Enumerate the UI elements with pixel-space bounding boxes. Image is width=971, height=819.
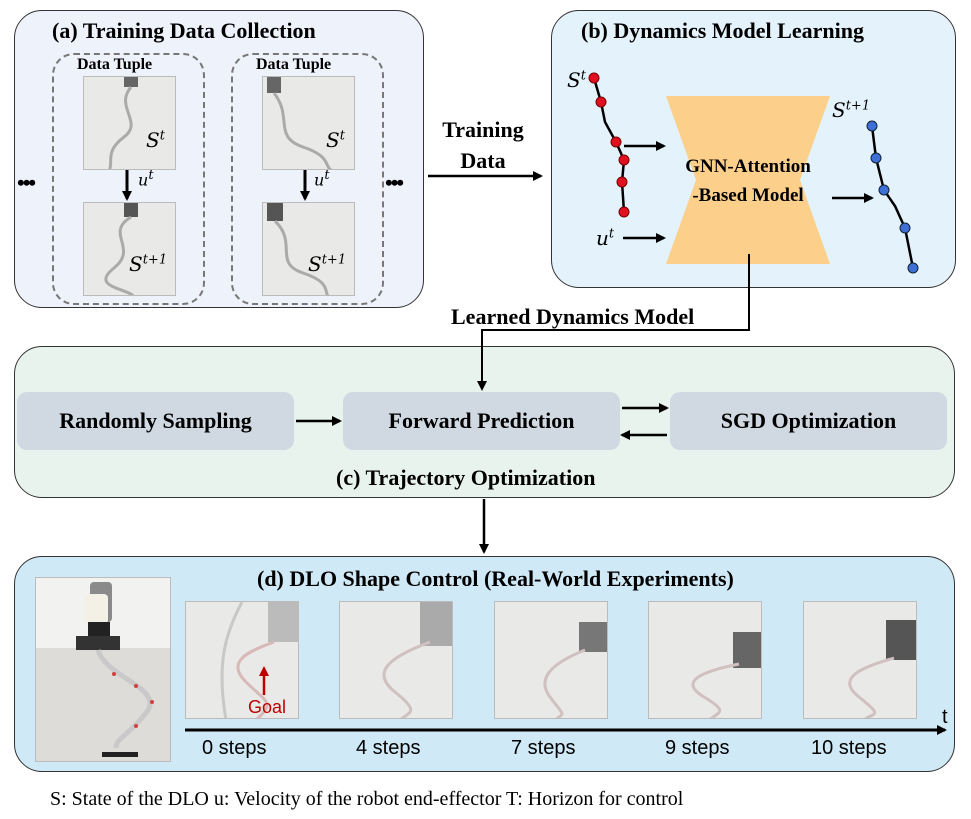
input-node <box>595 96 607 108</box>
legend-caption: S: State of the DLO u: Velocity of the r… <box>50 788 684 810</box>
output-node <box>866 120 878 132</box>
training-data-label: Training Data <box>442 117 524 173</box>
dlo-image <box>267 203 330 295</box>
state-next-label-2: St+1 <box>308 252 347 276</box>
panel-a-title: (a) Training Data Collection <box>52 18 316 43</box>
dlo-image <box>108 77 138 169</box>
learned-model-connector-arrow <box>477 254 750 391</box>
input-node <box>618 206 630 218</box>
step-photo-10 <box>803 601 917 719</box>
robot-arm-image <box>36 578 170 757</box>
input-node <box>588 72 600 84</box>
state-next-photo-2 <box>262 202 355 296</box>
state-t-photo-2 <box>262 76 355 170</box>
training-data-collection-panel <box>14 10 424 308</box>
step-label-10: 10 steps <box>811 737 887 759</box>
panel-b-title: (b) Dynamics Model Learning <box>581 18 864 43</box>
data-tuple-1 <box>52 53 205 305</box>
ellipsis-right: ••• <box>385 170 404 195</box>
output-node <box>878 184 890 196</box>
step-label-4: 4 steps <box>356 737 421 759</box>
output-node <box>870 152 882 164</box>
input-node <box>618 154 630 166</box>
action-label-1: ut <box>138 168 154 190</box>
dlo-image <box>267 77 333 169</box>
panel-c-title: (c) Trajectory Optimization <box>336 465 596 490</box>
input-node <box>616 176 628 188</box>
output-node <box>899 222 911 234</box>
gnn-attention-model-shape <box>666 96 830 264</box>
step-label-7: 7 steps <box>511 737 576 759</box>
state-t-photo-1 <box>83 76 176 170</box>
dlo-image <box>848 620 916 718</box>
step-photo-4 <box>339 601 453 719</box>
state-next-photo-1 <box>83 202 176 296</box>
ellipsis-left: ••• <box>17 170 36 195</box>
state-t-label-1: St <box>146 128 165 152</box>
sgd-optimization-box: SGD Optimization <box>670 392 947 450</box>
robot-setup-photo <box>35 577 171 762</box>
learned-dynamics-model-label: Learned Dynamics Model <box>451 304 695 329</box>
step-label-0: 0 steps <box>202 737 267 759</box>
step-photo-0 <box>185 601 299 719</box>
model-label-line1: GNN-Attention <box>685 156 811 177</box>
output-state-graph-edges <box>870 125 915 269</box>
input-node <box>610 136 622 148</box>
dlo-image <box>543 622 607 718</box>
dlo-image <box>691 632 761 718</box>
goal-label: Goal <box>248 697 287 717</box>
data-tuple-2-label: Data Tuple <box>256 56 332 73</box>
model-label-line2: -Based Model <box>692 185 803 206</box>
data-tuple-1-label: Data Tuple <box>77 56 153 73</box>
step-label-9: 9 steps <box>665 737 730 759</box>
dlo-image <box>104 203 138 295</box>
data-tuple-2 <box>231 53 384 305</box>
randomly-sampling-box: Randomly Sampling <box>17 392 294 450</box>
dlo-image <box>382 602 452 718</box>
time-axis-label: t <box>942 706 948 728</box>
action-label-2: ut <box>314 168 330 190</box>
input-action-label: ut <box>596 226 615 250</box>
state-t-label-2: St <box>326 128 345 152</box>
output-state-label: St+1 <box>832 98 871 122</box>
step-photo-9 <box>648 601 762 719</box>
input-state-label: St <box>567 68 586 92</box>
step-photo-7 <box>494 601 608 719</box>
dlo-image <box>220 602 298 718</box>
state-next-label-1: St+1 <box>129 252 168 276</box>
panel-d-title: (d) DLO Shape Control (Real-World Experi… <box>257 566 734 591</box>
output-node <box>907 262 919 274</box>
forward-prediction-box: Forward Prediction <box>343 392 620 450</box>
